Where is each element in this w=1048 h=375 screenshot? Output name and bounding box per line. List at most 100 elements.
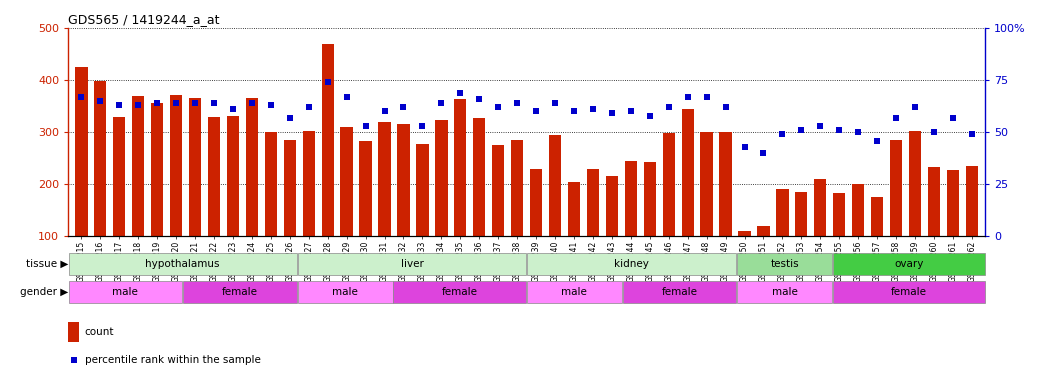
- Bar: [890, 140, 902, 288]
- Bar: [530, 169, 542, 288]
- Point: [111, 102, 128, 108]
- Bar: [681, 109, 694, 288]
- Bar: [568, 182, 581, 288]
- Bar: [965, 166, 978, 288]
- Bar: [397, 124, 410, 288]
- Bar: [511, 140, 523, 288]
- Bar: [927, 166, 940, 288]
- Bar: [68, 322, 80, 342]
- Point: [812, 123, 829, 129]
- Bar: [833, 253, 985, 275]
- Text: GDS565 / 1419244_a_at: GDS565 / 1419244_a_at: [68, 13, 220, 26]
- Bar: [737, 253, 832, 275]
- Point: [944, 115, 961, 121]
- Text: ovary: ovary: [894, 259, 923, 269]
- Bar: [170, 95, 182, 288]
- Point: [566, 108, 583, 114]
- Point: [489, 104, 506, 110]
- Bar: [416, 144, 429, 288]
- Bar: [643, 162, 656, 288]
- Point: [73, 94, 90, 100]
- Bar: [378, 122, 391, 288]
- Point: [755, 150, 771, 156]
- Point: [65, 357, 82, 363]
- Point: [717, 104, 734, 110]
- Bar: [113, 117, 126, 288]
- Bar: [623, 281, 737, 303]
- Bar: [132, 96, 145, 288]
- Bar: [151, 103, 163, 288]
- Point: [433, 100, 450, 106]
- Point: [907, 104, 923, 110]
- Point: [149, 100, 166, 106]
- Bar: [549, 135, 561, 288]
- Point: [698, 94, 715, 100]
- Point: [963, 131, 980, 137]
- Bar: [909, 130, 921, 288]
- Point: [262, 102, 279, 108]
- Text: hypothalamus: hypothalamus: [146, 259, 220, 269]
- Bar: [393, 281, 526, 303]
- Bar: [68, 253, 297, 275]
- Bar: [473, 118, 485, 288]
- Point: [339, 94, 355, 100]
- Bar: [833, 193, 846, 288]
- Point: [224, 106, 241, 112]
- Point: [623, 108, 639, 114]
- Point: [282, 115, 299, 121]
- Point: [641, 112, 658, 118]
- Point: [604, 111, 620, 117]
- Bar: [303, 130, 314, 288]
- Point: [414, 123, 431, 129]
- Text: kidney: kidney: [614, 259, 649, 269]
- Text: liver: liver: [400, 259, 423, 269]
- Point: [205, 100, 222, 106]
- Bar: [871, 197, 883, 288]
- Point: [585, 106, 602, 112]
- Bar: [606, 176, 618, 288]
- Point: [850, 129, 867, 135]
- Point: [869, 138, 886, 144]
- Point: [547, 100, 564, 106]
- Text: male: male: [332, 287, 358, 297]
- Point: [528, 108, 545, 114]
- Bar: [946, 170, 959, 288]
- Text: male: male: [112, 287, 138, 297]
- Text: count: count: [85, 327, 114, 338]
- Bar: [527, 253, 737, 275]
- Point: [301, 104, 318, 110]
- Point: [508, 100, 525, 106]
- Bar: [322, 44, 334, 288]
- Bar: [700, 132, 713, 288]
- Point: [357, 123, 374, 129]
- Bar: [208, 117, 220, 288]
- Text: tissue ▶: tissue ▶: [26, 259, 68, 269]
- Bar: [226, 116, 239, 288]
- Point: [187, 100, 203, 106]
- Point: [395, 104, 412, 110]
- Bar: [284, 140, 296, 288]
- Point: [376, 108, 393, 114]
- Bar: [298, 281, 393, 303]
- Bar: [587, 169, 599, 288]
- Bar: [75, 67, 88, 288]
- Text: percentile rank within the sample: percentile rank within the sample: [85, 355, 261, 365]
- Bar: [833, 281, 985, 303]
- Bar: [245, 98, 258, 288]
- Bar: [189, 98, 201, 288]
- Bar: [737, 281, 832, 303]
- Point: [168, 100, 184, 106]
- Bar: [758, 226, 769, 288]
- Point: [243, 100, 260, 106]
- Bar: [265, 132, 277, 288]
- Bar: [454, 99, 466, 288]
- Bar: [68, 281, 182, 303]
- Point: [888, 115, 904, 121]
- Bar: [719, 132, 732, 288]
- Text: male: male: [771, 287, 798, 297]
- Point: [92, 98, 109, 104]
- Text: gender ▶: gender ▶: [20, 287, 68, 297]
- Bar: [795, 192, 808, 288]
- Bar: [852, 184, 865, 288]
- Bar: [777, 189, 788, 288]
